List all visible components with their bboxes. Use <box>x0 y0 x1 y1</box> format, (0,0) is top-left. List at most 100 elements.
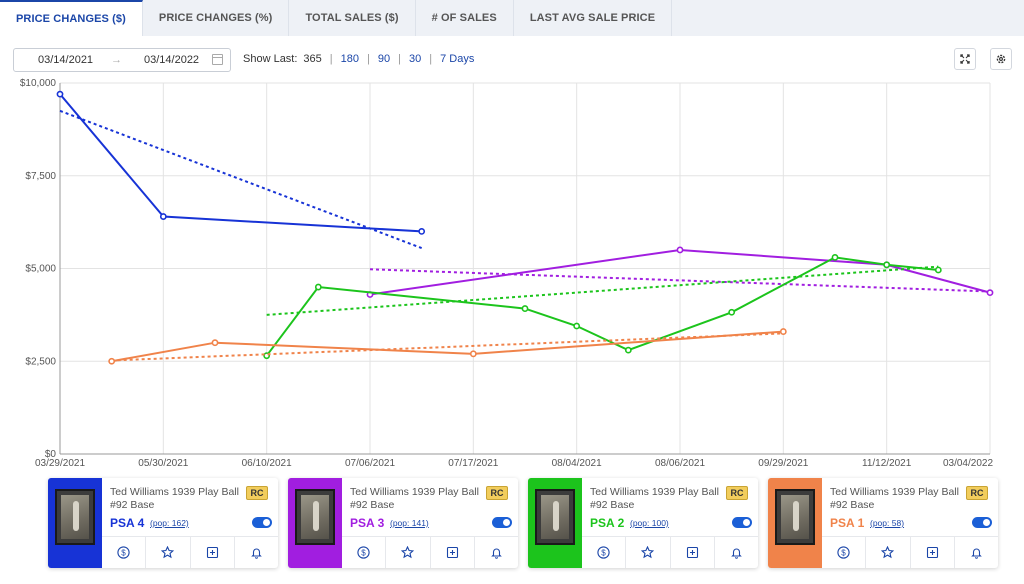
date-to[interactable]: 03/14/2022 <box>144 54 200 66</box>
grade-cards: Ted Williams 1939 Play Ball #92 Base RC … <box>48 478 998 568</box>
data-point-psa-2 <box>728 308 736 316</box>
alert-button[interactable] <box>715 537 758 568</box>
alert-button[interactable] <box>955 537 998 568</box>
grade-card-psa-3[interactable]: Ted Williams 1939 Play Ball #92 Base RC … <box>288 478 518 568</box>
add-box-icon <box>926 546 938 559</box>
grade-card-psa-2[interactable]: Ted Williams 1939 Play Ball #92 Base RC … <box>528 478 758 568</box>
add-collection-button[interactable] <box>911 537 955 568</box>
trend-line-psa-4 <box>59 109 423 250</box>
trend-line-psa-1 <box>111 332 784 362</box>
star-icon <box>881 546 895 559</box>
y-tick-label: $0 <box>45 449 57 460</box>
population-link[interactable]: (pop: 162) <box>150 518 189 528</box>
x-tick-label: 09/29/2021 <box>758 458 808 469</box>
price-button[interactable]: $ <box>102 537 147 568</box>
add-box-icon <box>686 546 698 559</box>
tab-price-changes-percent[interactable]: PRICE CHANGES (%) <box>143 0 290 36</box>
x-tick-label: 11/12/2021 <box>862 458 912 469</box>
price-button[interactable]: $ <box>342 537 387 568</box>
date-from[interactable]: 03/14/2021 <box>38 54 94 66</box>
star-icon <box>401 546 415 559</box>
fullscreen-button[interactable] <box>954 48 976 70</box>
trend-line-psa-3 <box>369 268 991 293</box>
grade-card-psa-4[interactable]: Ted Williams 1939 Play Ball #92 Base RC … <box>48 478 278 568</box>
series-line-psa-3 <box>369 248 991 296</box>
x-tick-label: 07/17/2021 <box>448 458 498 469</box>
y-tick-label: $7,500 <box>25 171 56 182</box>
show-last-current: 365 <box>303 53 322 65</box>
card-grade: PSA 4 <box>110 516 145 530</box>
show-last-90[interactable]: 90 <box>377 53 391 65</box>
tab-price-changes-dollar[interactable]: PRICE CHANGES ($) <box>0 0 143 36</box>
data-point-psa-2 <box>314 283 322 291</box>
card-grade: PSA 3 <box>350 516 385 530</box>
card-grade: PSA 1 <box>830 516 865 530</box>
rookie-badge: RC <box>246 486 268 500</box>
population-link[interactable]: (pop: 100) <box>630 518 669 528</box>
data-point-psa-1 <box>779 328 787 335</box>
date-range-picker[interactable]: 03/14/2021 → 03/14/2022 <box>13 48 231 72</box>
data-point-psa-2 <box>934 266 942 274</box>
card-color-swatch <box>768 478 822 568</box>
y-tick-label: $2,500 <box>25 356 56 367</box>
show-last-30[interactable]: 30 <box>408 53 422 65</box>
data-point-psa-4 <box>418 227 426 235</box>
series-line-psa-4 <box>59 93 422 233</box>
settings-button[interactable] <box>990 48 1012 70</box>
series-line-psa-1 <box>111 330 784 363</box>
favorite-button[interactable] <box>866 537 911 568</box>
add-box-icon <box>446 546 458 559</box>
favorite-button[interactable] <box>386 537 431 568</box>
series-toggle[interactable] <box>732 517 752 528</box>
tab-bar: PRICE CHANGES ($) PRICE CHANGES (%) TOTA… <box>0 0 1024 36</box>
data-point-psa-4 <box>56 90 64 98</box>
calendar-icon[interactable] <box>212 54 223 65</box>
tab-last-avg-sale-price[interactable]: LAST AVG SALE PRICE <box>514 0 673 36</box>
data-point-psa-2 <box>521 305 529 312</box>
price-button[interactable]: $ <box>582 537 627 568</box>
tab-total-sales[interactable]: TOTAL SALES ($) <box>289 0 416 36</box>
rookie-badge: RC <box>486 486 508 500</box>
price-button[interactable]: $ <box>822 537 867 568</box>
alert-button[interactable] <box>475 537 518 568</box>
add-collection-button[interactable] <box>431 537 475 568</box>
favorite-button[interactable] <box>146 537 191 568</box>
card-title: Ted Williams 1939 Play Ball #92 Base <box>830 486 959 511</box>
show-last-7-days[interactable]: 7 Days <box>440 53 475 65</box>
data-point-psa-1 <box>108 357 116 365</box>
series-toggle[interactable] <box>972 517 992 528</box>
card-actions: $ <box>102 536 278 568</box>
data-point-psa-2 <box>624 346 632 354</box>
population-link[interactable]: (pop: 58) <box>870 518 905 528</box>
card-photo <box>295 489 335 545</box>
dollar-icon: $ <box>837 546 850 559</box>
tab-number-of-sales[interactable]: # OF SALES <box>416 0 514 36</box>
dollar-icon: $ <box>597 546 610 559</box>
bell-icon <box>251 548 262 559</box>
series-toggle[interactable] <box>492 517 512 528</box>
x-tick-label: 08/06/2021 <box>655 458 705 469</box>
svg-text:$: $ <box>361 548 366 557</box>
population-link[interactable]: (pop: 141) <box>390 518 429 528</box>
data-point-psa-2 <box>883 261 891 269</box>
x-tick-label: 08/04/2021 <box>552 458 602 469</box>
add-collection-button[interactable] <box>671 537 715 568</box>
rookie-badge: RC <box>726 486 748 500</box>
svg-text:$: $ <box>121 548 126 557</box>
data-point-psa-1 <box>211 339 219 347</box>
star-icon <box>641 546 655 559</box>
card-title: Ted Williams 1939 Play Ball #92 Base <box>590 486 719 511</box>
alert-button[interactable] <box>235 537 278 568</box>
series-toggle[interactable] <box>252 517 272 528</box>
show-last-180[interactable]: 180 <box>340 53 359 65</box>
y-tick-label: $5,000 <box>25 264 56 275</box>
data-point-psa-3 <box>986 289 994 297</box>
favorite-button[interactable] <box>626 537 671 568</box>
card-color-swatch <box>48 478 102 568</box>
data-point-psa-3 <box>676 246 684 254</box>
add-collection-button[interactable] <box>191 537 235 568</box>
price-changes-chart: 03/29/2021 05/30/2021 06/10/2021 07/06/2021… <box>20 78 994 469</box>
grade-card-psa-1[interactable]: Ted Williams 1939 Play Ball #92 Base RC … <box>768 478 998 568</box>
card-actions: $ <box>822 536 998 568</box>
bell-icon <box>971 548 982 559</box>
